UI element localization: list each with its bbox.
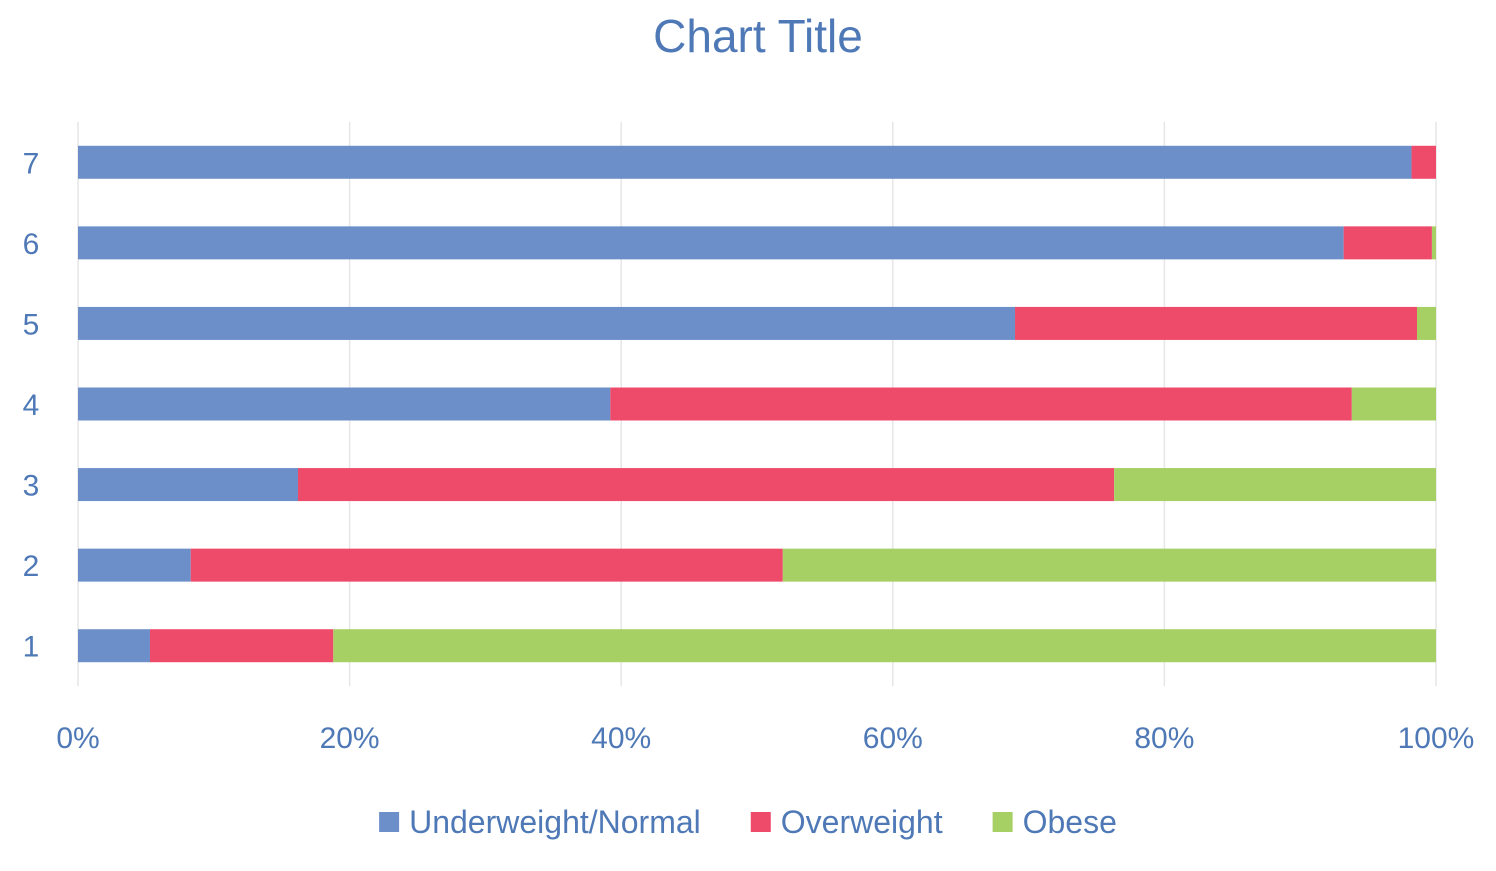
- bars: [78, 145, 1437, 663]
- bar-segment: [333, 629, 1437, 663]
- y-tick-label: 5: [23, 308, 40, 341]
- legend-swatch: [750, 812, 771, 832]
- bar-segment: [78, 145, 1412, 179]
- bar-segment: [782, 548, 1436, 582]
- y-tick-label: 7: [23, 147, 40, 180]
- x-axis-tick-labels: 0% 20% 40% 60% 80% 100%: [56, 722, 1474, 755]
- legend-label: Underweight/Normal: [409, 804, 701, 840]
- y-tick-label: 2: [23, 550, 40, 583]
- legend-swatch: [379, 812, 400, 832]
- legend-label: Obese: [1023, 804, 1117, 840]
- x-tick-label: 0%: [56, 722, 99, 755]
- x-tick-label: 40%: [591, 722, 651, 755]
- legend-item: Underweight/Normal: [379, 804, 701, 840]
- chart-title: Chart Title: [653, 10, 863, 62]
- x-tick-label: 100%: [1398, 722, 1475, 755]
- bar-segment: [78, 226, 1344, 260]
- y-tick-label: 3: [23, 470, 40, 503]
- bar-segment: [610, 387, 1352, 421]
- bar-segment: [1015, 306, 1417, 340]
- bar-segment: [78, 306, 1016, 340]
- bar-segment: [190, 548, 783, 582]
- y-tick-label: 4: [23, 389, 40, 422]
- y-tick-label: 1: [23, 631, 40, 664]
- bar-segment: [1411, 145, 1436, 179]
- x-tick-label: 60%: [863, 722, 923, 755]
- bar-segment: [78, 548, 191, 582]
- legend-swatch: [992, 812, 1013, 832]
- legend-item: Overweight: [750, 804, 943, 840]
- bar-segment: [1114, 468, 1436, 502]
- x-tick-label: 80%: [1134, 722, 1194, 755]
- y-axis-tick-labels: 1 2 3 4 5 6 7: [23, 147, 40, 663]
- bar-segment: [78, 387, 611, 421]
- bar-segment: [149, 629, 334, 663]
- legend: Underweight/Normal Overweight Obese: [379, 804, 1117, 840]
- bar-segment: [1431, 226, 1436, 260]
- bar-segment: [78, 629, 150, 663]
- bar-segment: [1416, 306, 1436, 340]
- bar-segment: [78, 468, 298, 502]
- legend-item: Obese: [992, 804, 1117, 840]
- x-tick-label: 20%: [320, 722, 380, 755]
- bar-segment: [1351, 387, 1436, 421]
- y-tick-label: 6: [23, 228, 40, 261]
- bar-segment: [297, 468, 1115, 502]
- legend-label: Overweight: [781, 804, 943, 840]
- bar-segment: [1343, 226, 1432, 260]
